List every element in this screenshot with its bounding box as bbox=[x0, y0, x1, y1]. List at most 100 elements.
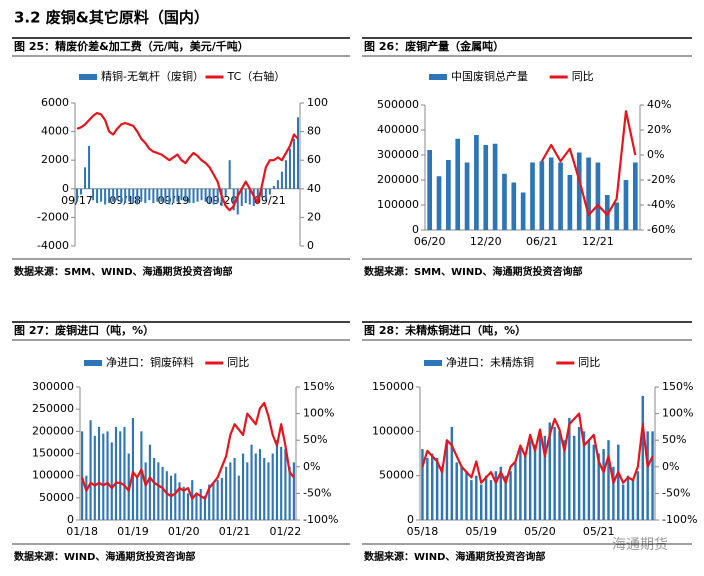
legend-label: 精铜-无氧杆（废铜） bbox=[101, 69, 204, 83]
bar bbox=[80, 188, 83, 195]
y2-tick-label: 0% bbox=[303, 460, 320, 473]
y-tick-label: 500000 bbox=[377, 98, 419, 111]
bar bbox=[114, 426, 118, 520]
y2-tick-label: 20 bbox=[307, 210, 321, 223]
x-tick-label: 01/18 bbox=[66, 525, 98, 538]
legend-label: 同比 bbox=[227, 356, 249, 369]
bar bbox=[140, 188, 143, 202]
y-tick-label: 250000 bbox=[32, 402, 74, 415]
bar bbox=[292, 138, 295, 189]
bar bbox=[272, 185, 275, 189]
bar bbox=[548, 422, 551, 520]
bar bbox=[520, 192, 526, 230]
bar bbox=[558, 162, 563, 230]
legend-swatch bbox=[424, 360, 442, 366]
y2-tick-label: -60% bbox=[647, 223, 675, 236]
bar bbox=[421, 449, 424, 520]
bar bbox=[553, 426, 556, 520]
bar bbox=[110, 442, 113, 520]
y2-tick-label: 60 bbox=[307, 153, 321, 166]
y-tick-label: 200000 bbox=[32, 424, 74, 437]
bar bbox=[489, 480, 493, 520]
bar bbox=[460, 466, 463, 520]
bar bbox=[288, 148, 291, 189]
bar bbox=[106, 431, 109, 520]
bar bbox=[237, 475, 240, 520]
line bbox=[76, 111, 299, 212]
bar bbox=[614, 202, 619, 230]
bar bbox=[92, 188, 95, 201]
bar bbox=[176, 188, 179, 202]
y2-tick-label: 50% bbox=[662, 433, 686, 446]
bar bbox=[621, 484, 625, 520]
y2-tick-label: 150% bbox=[303, 380, 334, 393]
bar bbox=[483, 145, 489, 230]
legend-label: TC（右轴） bbox=[227, 69, 286, 83]
bar bbox=[250, 444, 253, 520]
bar bbox=[160, 188, 163, 202]
bar bbox=[246, 462, 249, 520]
bar bbox=[502, 173, 507, 230]
y-tick-label: -4000 bbox=[37, 239, 69, 252]
bar bbox=[435, 457, 439, 520]
bar bbox=[519, 449, 522, 520]
y2-tick-label: 80 bbox=[307, 125, 321, 138]
bar bbox=[186, 493, 190, 520]
bar bbox=[592, 444, 596, 520]
bar bbox=[180, 188, 183, 201]
bar bbox=[168, 188, 171, 205]
y-tick-label: 300000 bbox=[377, 148, 419, 161]
bar bbox=[136, 475, 139, 520]
bar bbox=[191, 480, 194, 520]
y-tick-label: 100000 bbox=[32, 469, 74, 482]
bar bbox=[104, 188, 107, 205]
bar bbox=[296, 117, 299, 189]
legend-label: 净进口：铜废碎料 bbox=[106, 355, 194, 369]
y-tick-label: 200000 bbox=[377, 173, 419, 186]
caption: 图 28：未精炼铜进口（吨，%） bbox=[364, 323, 526, 337]
bar bbox=[220, 477, 223, 520]
bar bbox=[479, 484, 483, 520]
y-tick-label: 100000 bbox=[372, 424, 414, 437]
y2-tick-label: -50% bbox=[303, 486, 331, 499]
y-tick-label: 6000 bbox=[41, 96, 69, 109]
bar bbox=[216, 480, 219, 520]
y2-tick-label: 0 bbox=[307, 239, 314, 252]
bar bbox=[161, 466, 164, 520]
bar bbox=[224, 188, 227, 196]
bar bbox=[426, 457, 429, 520]
bar bbox=[88, 145, 91, 189]
x-tick-label: 12/20 bbox=[470, 235, 502, 248]
line bbox=[81, 401, 295, 500]
bar bbox=[157, 462, 160, 520]
y-tick-label: 4000 bbox=[41, 125, 69, 138]
bar bbox=[165, 471, 168, 520]
bar bbox=[108, 188, 111, 204]
bar bbox=[124, 188, 127, 204]
bar bbox=[602, 449, 605, 520]
bar bbox=[196, 188, 199, 202]
bar bbox=[539, 161, 545, 230]
bar bbox=[85, 475, 88, 520]
bar bbox=[233, 457, 236, 520]
y2-tick-label: 100 bbox=[307, 96, 328, 109]
bar bbox=[524, 453, 527, 520]
legend-label: 同比 bbox=[578, 356, 600, 369]
bar bbox=[248, 188, 251, 205]
bar bbox=[646, 431, 649, 520]
source: 数据来源：SMM、WIND、海通期货投资咨询部 bbox=[364, 265, 583, 278]
bar bbox=[465, 471, 468, 520]
bar bbox=[240, 188, 243, 206]
caption: 图 25：精废价差&加工费（元/吨，美元/千吨） bbox=[14, 39, 249, 53]
bar bbox=[597, 453, 600, 520]
bar bbox=[636, 471, 640, 520]
bar bbox=[651, 431, 654, 520]
bar bbox=[530, 162, 535, 230]
bar bbox=[445, 440, 449, 520]
bar bbox=[292, 462, 295, 520]
y-tick-label: 0 bbox=[62, 182, 69, 195]
bar bbox=[572, 435, 576, 520]
x-tick-label: 06/20 bbox=[414, 235, 446, 248]
bar bbox=[76, 188, 79, 202]
